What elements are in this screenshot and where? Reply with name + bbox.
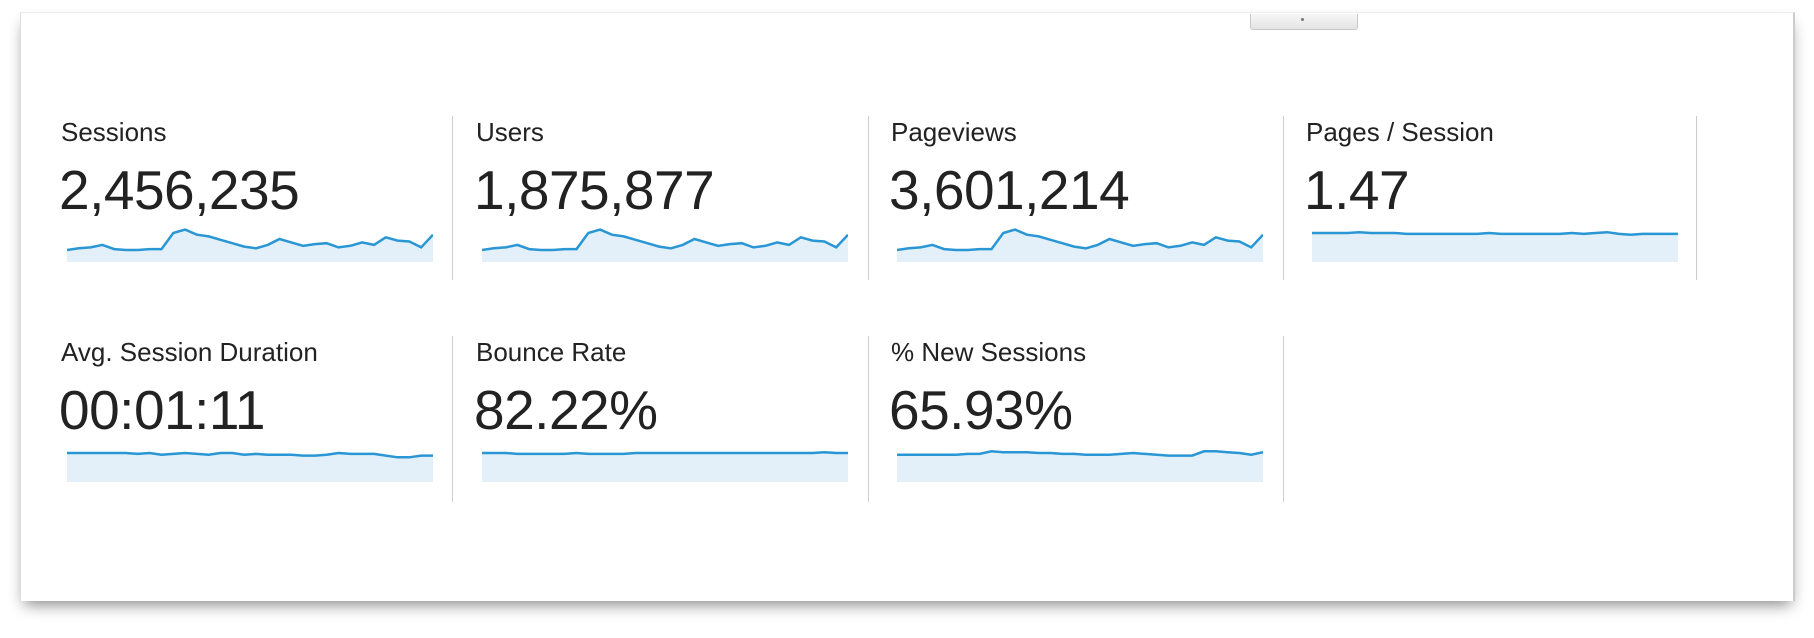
card-divider <box>452 336 453 502</box>
metric-value: 2,456,235 <box>59 159 300 221</box>
sparkline-chart <box>1312 230 1678 262</box>
sparkline-chart <box>897 228 1263 262</box>
sparkline-area <box>67 453 433 482</box>
metrics-panel <box>20 12 1795 601</box>
metric-value: 65.93% <box>889 379 1073 441</box>
sparkline-chart <box>897 450 1263 482</box>
metric-label: % New Sessions <box>891 337 1087 367</box>
metric-value: 00:01:11 <box>59 379 266 441</box>
sparkline-area <box>67 229 433 262</box>
card-divider <box>1696 116 1697 280</box>
card-divider <box>1283 336 1284 502</box>
sparkline-line <box>897 450 1263 457</box>
sparkline-line <box>67 228 433 252</box>
chevron-down-icon <box>1301 18 1304 21</box>
sparkline-line <box>67 451 433 459</box>
card-divider <box>1283 116 1284 280</box>
metric-label: Users <box>476 117 544 147</box>
metric-label: Pageviews <box>891 117 1017 147</box>
metric-value: 3,601,214 <box>889 159 1130 221</box>
card-divider <box>452 116 453 280</box>
sparkline-chart <box>482 228 848 262</box>
metric-value: 1,875,877 <box>474 159 715 221</box>
sparkline-area <box>897 451 1263 482</box>
sparkline-chart <box>67 451 433 482</box>
metric-label: Pages / Session <box>1306 117 1494 147</box>
card-divider <box>868 116 869 280</box>
metric-label: Sessions <box>61 117 167 147</box>
sparkline-area <box>482 229 848 262</box>
card-divider <box>868 336 869 502</box>
sparkline-area <box>482 452 848 482</box>
sparkline-line <box>897 228 1263 252</box>
sparkline-line <box>482 450 848 456</box>
sparkline-line <box>482 228 848 252</box>
sparkline-area <box>1312 232 1678 262</box>
metric-label: Avg. Session Duration <box>61 337 318 367</box>
collapse-button[interactable] <box>1250 14 1358 30</box>
sparkline-chart <box>67 228 433 262</box>
sparkline-chart <box>482 450 848 482</box>
metric-value: 82.22% <box>474 379 658 441</box>
sparkline-line <box>1312 230 1678 236</box>
metric-value: 1.47 <box>1304 159 1410 221</box>
metric-label: Bounce Rate <box>476 337 627 367</box>
sparkline-area <box>897 229 1263 262</box>
